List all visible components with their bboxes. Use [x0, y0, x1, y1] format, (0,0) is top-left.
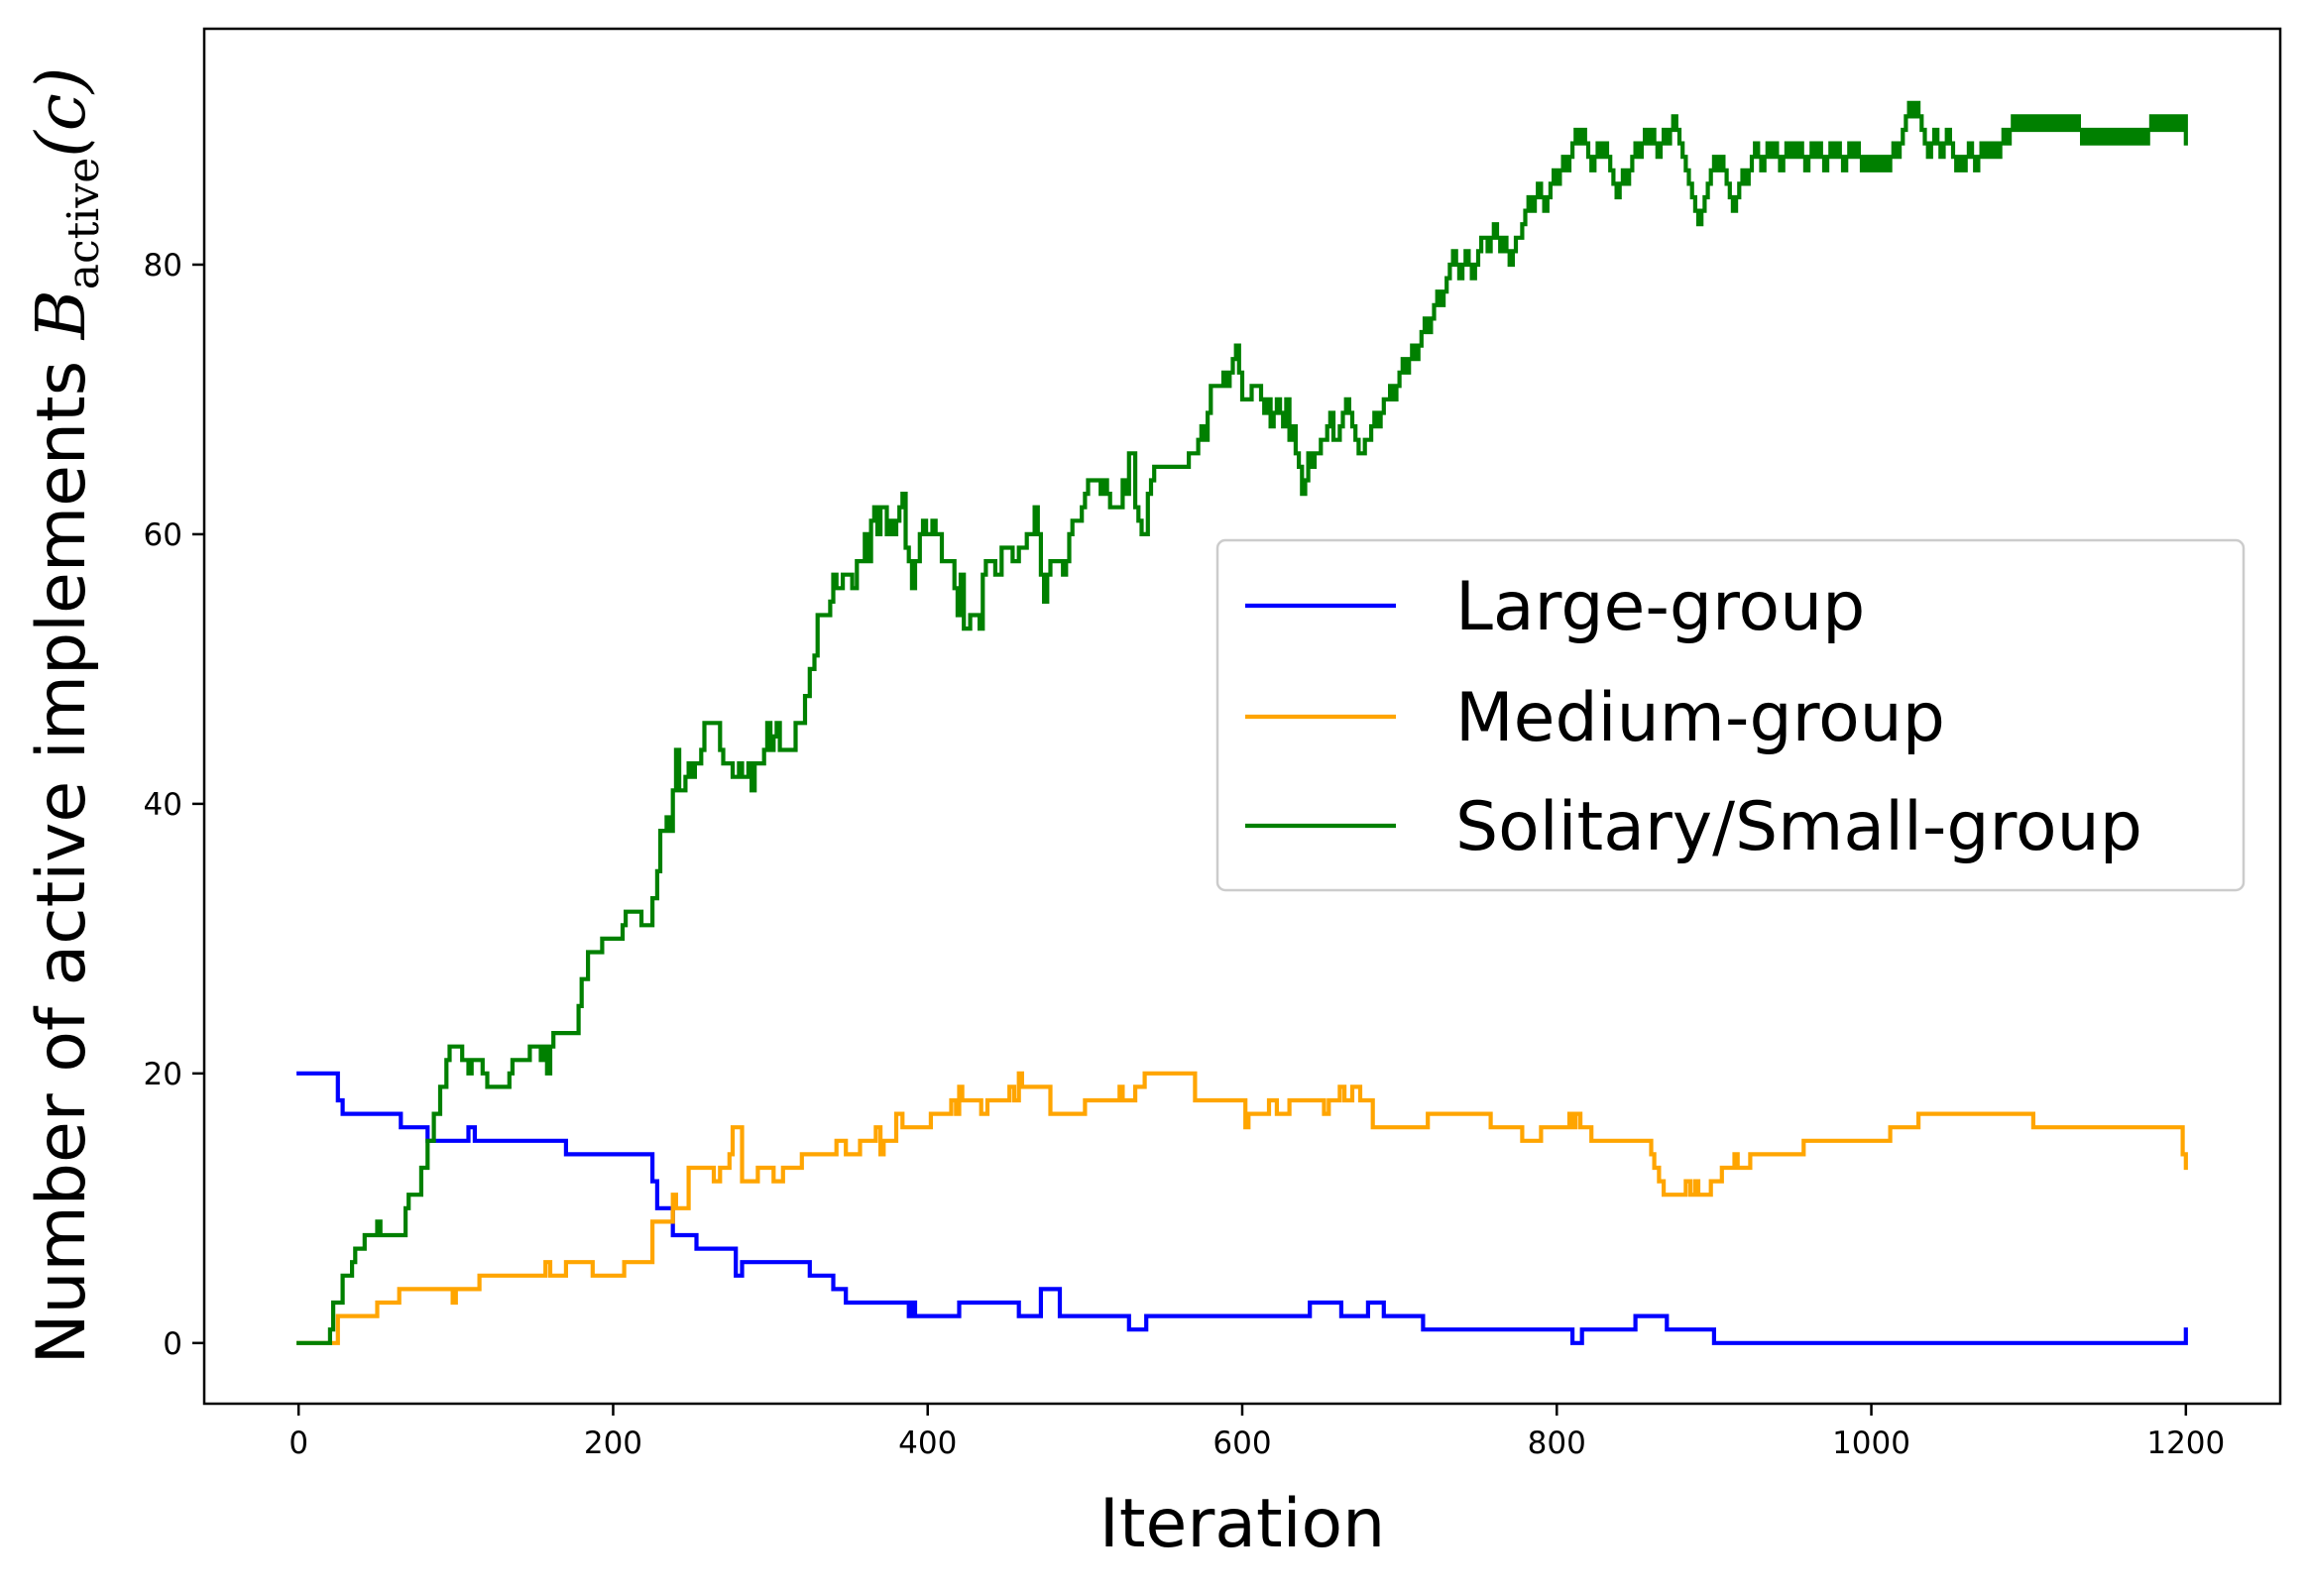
y-axis-title-subscript: active: [58, 158, 109, 290]
series-line-solitary-small-group: [296, 100, 2188, 1345]
y-tick-label: 80: [144, 248, 182, 284]
x-axis-ticks: 0 200 400 600 800 1000 1200: [288, 1404, 2225, 1461]
legend: Large-group Medium-group Solitary/Small-gr…: [1215, 538, 2246, 892]
legend-label-solitary-small-group: Solitary/Small-group: [1455, 788, 2142, 866]
y-tick-label: 20: [144, 1057, 182, 1092]
y-axis-title: Number of active implements Bactive(c): [23, 67, 109, 1365]
series-line-medium-group: [296, 1071, 2188, 1345]
legend-box: [1215, 538, 2246, 892]
y-axis-title-symbol: B: [23, 289, 101, 341]
y-tick-label: 0: [163, 1326, 182, 1362]
x-tick-label: 400: [898, 1425, 957, 1461]
x-tick-label: 1000: [1832, 1425, 1910, 1461]
x-tick-label: 1200: [2146, 1425, 2225, 1461]
x-tick-label: 0: [288, 1425, 308, 1461]
legend-label-medium-group: Medium-group: [1455, 679, 1945, 757]
legend-label-large-group: Large-group: [1455, 568, 1865, 646]
x-axis-title: Iteration: [1099, 1485, 1385, 1563]
y-tick-label: 40: [144, 787, 182, 823]
x-tick-label: 600: [1212, 1425, 1271, 1461]
y-axis-ticks: 0 20 40 60 80: [144, 248, 204, 1362]
x-tick-label: 800: [1528, 1425, 1586, 1461]
y-axis-title-argument: (c): [23, 67, 101, 158]
y-tick-label: 60: [144, 517, 182, 553]
y-axis-title-text: Number of active implements: [23, 361, 101, 1365]
series-layer: [296, 100, 2188, 1345]
x-tick-label: 200: [584, 1425, 642, 1461]
series-line-large-group: [296, 1071, 2188, 1345]
